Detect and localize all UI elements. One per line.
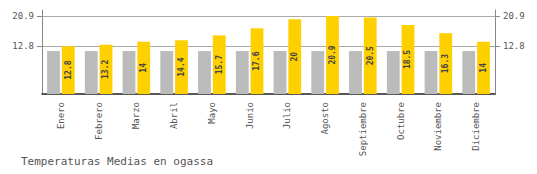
svg-text:12.8: 12.8 bbox=[12, 41, 34, 51]
svg-text:Temperaturas Medias en ogassa: Temperaturas Medias en ogassa bbox=[21, 155, 213, 168]
svg-text:Diciembre: Diciembre bbox=[471, 102, 481, 151]
svg-text:Julio: Julio bbox=[282, 102, 292, 129]
svg-text:20.9: 20.9 bbox=[503, 11, 525, 21]
svg-text:20.9: 20.9 bbox=[328, 45, 337, 64]
svg-text:Mayo: Mayo bbox=[207, 102, 217, 124]
svg-text:Febrero: Febrero bbox=[94, 102, 104, 140]
svg-text:Noviembre: Noviembre bbox=[433, 102, 443, 151]
svg-text:15.7: 15.7 bbox=[215, 55, 224, 74]
svg-text:12.8: 12.8 bbox=[64, 60, 73, 79]
svg-text:Octubre: Octubre bbox=[396, 102, 406, 140]
svg-text:Enero: Enero bbox=[56, 102, 66, 129]
svg-text:13.2: 13.2 bbox=[101, 60, 110, 79]
svg-text:20: 20 bbox=[290, 52, 299, 62]
svg-text:20.5: 20.5 bbox=[366, 46, 375, 65]
svg-text:18.5: 18.5 bbox=[403, 50, 412, 69]
svg-text:Marzo: Marzo bbox=[131, 102, 141, 129]
svg-text:14: 14 bbox=[479, 63, 488, 73]
svg-text:12.8: 12.8 bbox=[503, 41, 525, 51]
svg-text:Agosto: Agosto bbox=[320, 102, 330, 135]
svg-text:20.9: 20.9 bbox=[12, 11, 34, 21]
svg-text:Abril: Abril bbox=[169, 102, 179, 129]
svg-text:14.4: 14.4 bbox=[177, 57, 186, 76]
svg-text:14: 14 bbox=[139, 63, 148, 73]
svg-text:Junio: Junio bbox=[245, 102, 255, 129]
svg-text:17.6: 17.6 bbox=[252, 51, 261, 70]
svg-text:Septiembre: Septiembre bbox=[358, 102, 368, 156]
svg-text:16.3: 16.3 bbox=[441, 54, 450, 73]
